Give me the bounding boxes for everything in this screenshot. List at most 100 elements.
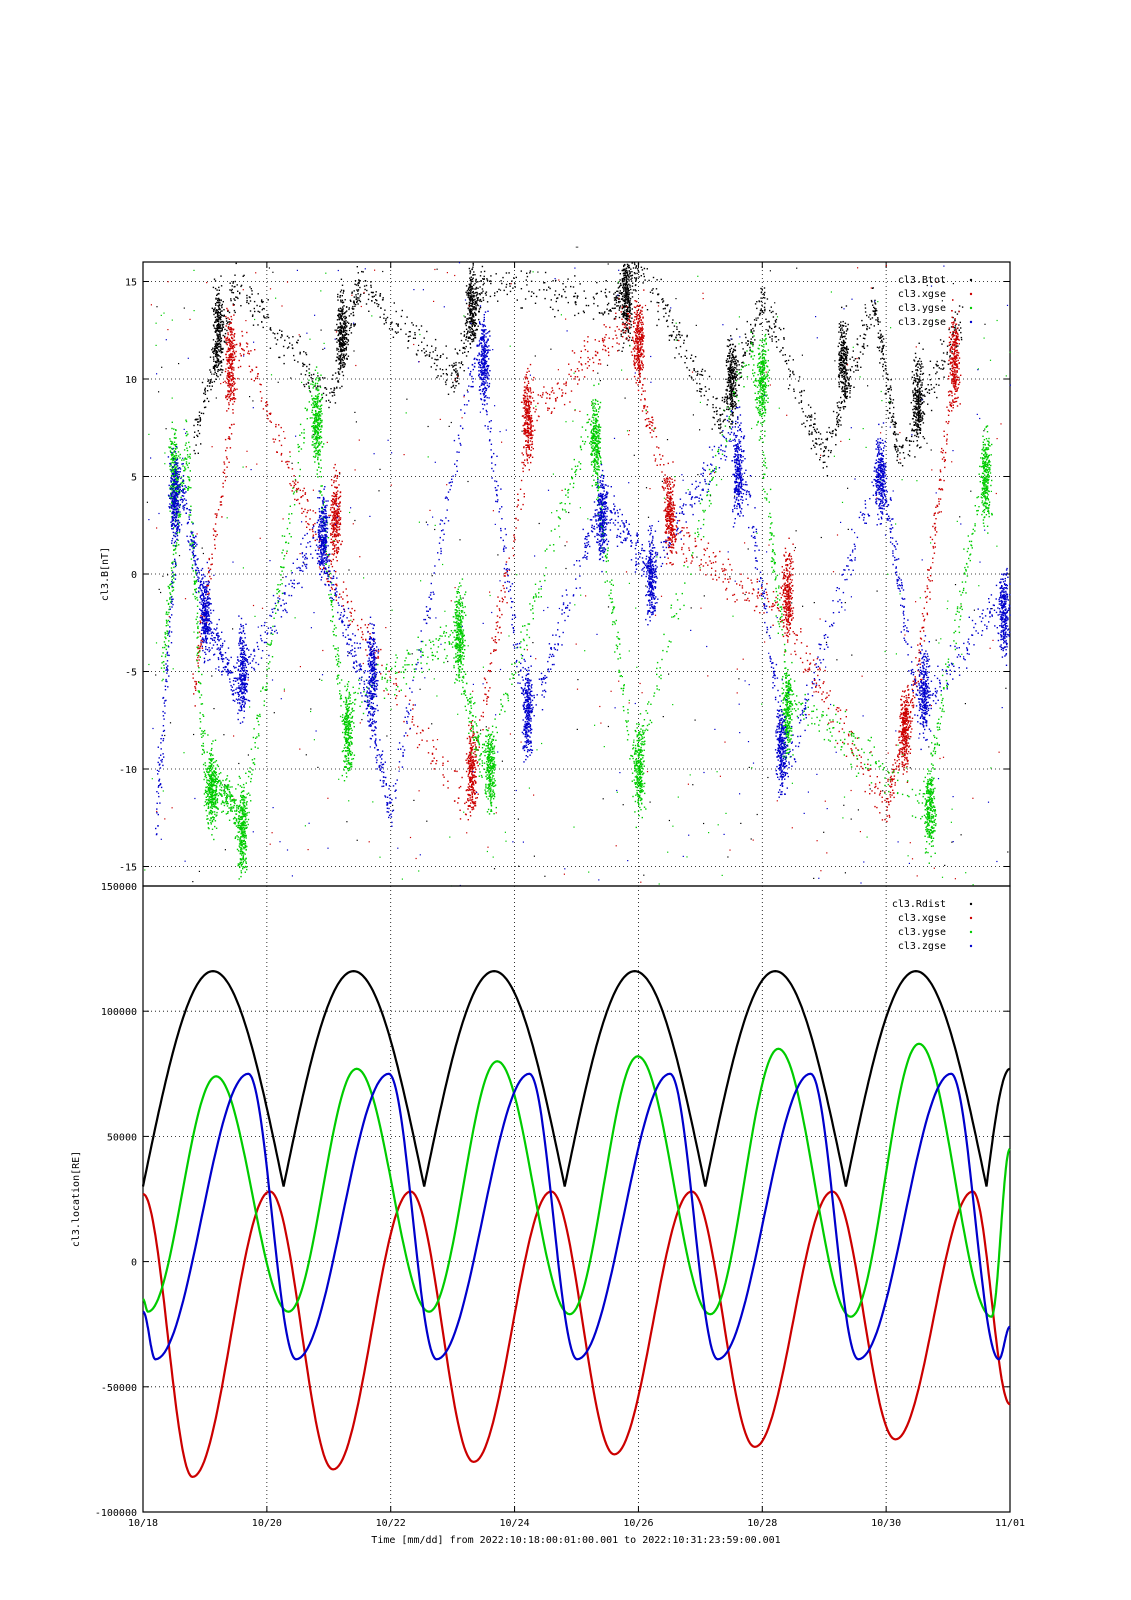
data-point [596,352,599,354]
data-point [434,338,437,341]
data-point [537,402,539,405]
data-point [666,319,668,322]
data-point [580,350,582,352]
data-point [722,570,724,572]
data-point [888,401,890,404]
data-point [397,331,399,333]
data-point [750,579,752,581]
data-point [215,329,217,332]
data-point [669,309,671,311]
data-point [357,628,359,631]
data-point [846,377,849,379]
data-point [631,285,634,287]
data-point [211,307,213,309]
data-point [775,318,778,321]
data-point [339,340,341,342]
data-point [787,359,790,362]
data-point [793,388,795,390]
data-point [843,332,845,334]
data-point [729,375,731,377]
data-point [328,406,330,409]
data-point [760,291,763,293]
data-point [846,376,848,378]
data-point [468,283,471,286]
data-point [731,399,734,401]
data-point [356,839,358,841]
data-point [278,356,280,359]
data-point [247,352,249,354]
data-point [913,414,915,417]
data-point [219,321,222,324]
data-point [629,306,631,309]
data-point [457,374,459,376]
data-point [269,420,271,422]
data-point [445,368,447,371]
data-point [862,324,864,327]
data-point [308,363,311,366]
data-point [486,681,488,684]
data-point [564,392,567,395]
data-point [789,374,791,376]
data-point [837,375,840,378]
data-point [364,280,367,282]
data-point [371,295,373,298]
data-point [920,446,922,448]
data-point [262,301,264,303]
data-point [470,292,472,294]
data-point [623,277,626,279]
data-point [309,509,311,511]
data-point [450,374,453,376]
data-point [379,468,381,470]
data-point [916,399,918,401]
data-point [476,302,478,305]
data-point [940,368,942,370]
data-point [683,534,685,537]
data-point [622,269,625,271]
data-point [735,390,738,392]
data-point [842,329,844,331]
data-point [526,284,528,286]
data-point [225,449,227,452]
data-point [196,434,198,437]
data-point [836,659,838,661]
data-point [935,372,937,375]
data-point [741,587,744,589]
data-point [337,368,340,370]
data-point [221,303,223,306]
data-point [830,432,832,435]
data-point [881,348,883,351]
data-point [412,324,414,326]
data-point [469,294,471,297]
data-point [385,321,387,324]
data-point [328,399,330,402]
data-point [913,374,915,376]
data-point [926,391,929,394]
data-point [735,362,737,364]
data-point [289,483,291,485]
data-point [915,421,917,423]
data-point [734,378,736,380]
data-point [239,292,241,295]
data-point [221,306,223,309]
data-point [627,292,629,294]
data-point [842,361,844,364]
data-point [890,379,892,381]
data-point [815,442,817,444]
data-point [616,305,618,307]
data-point [580,363,582,365]
data-point [344,334,347,336]
data-point [622,310,625,313]
data-point [380,648,382,651]
data-point [337,356,339,358]
data-point [845,305,848,307]
data-point [818,437,820,440]
data-point [627,286,629,289]
data-point [259,305,261,307]
data-point [520,508,522,510]
data-point [942,352,945,354]
data-point [844,366,846,369]
data-point [732,381,735,384]
data-point [847,348,849,350]
data-point [625,270,627,272]
data-point [774,326,776,328]
